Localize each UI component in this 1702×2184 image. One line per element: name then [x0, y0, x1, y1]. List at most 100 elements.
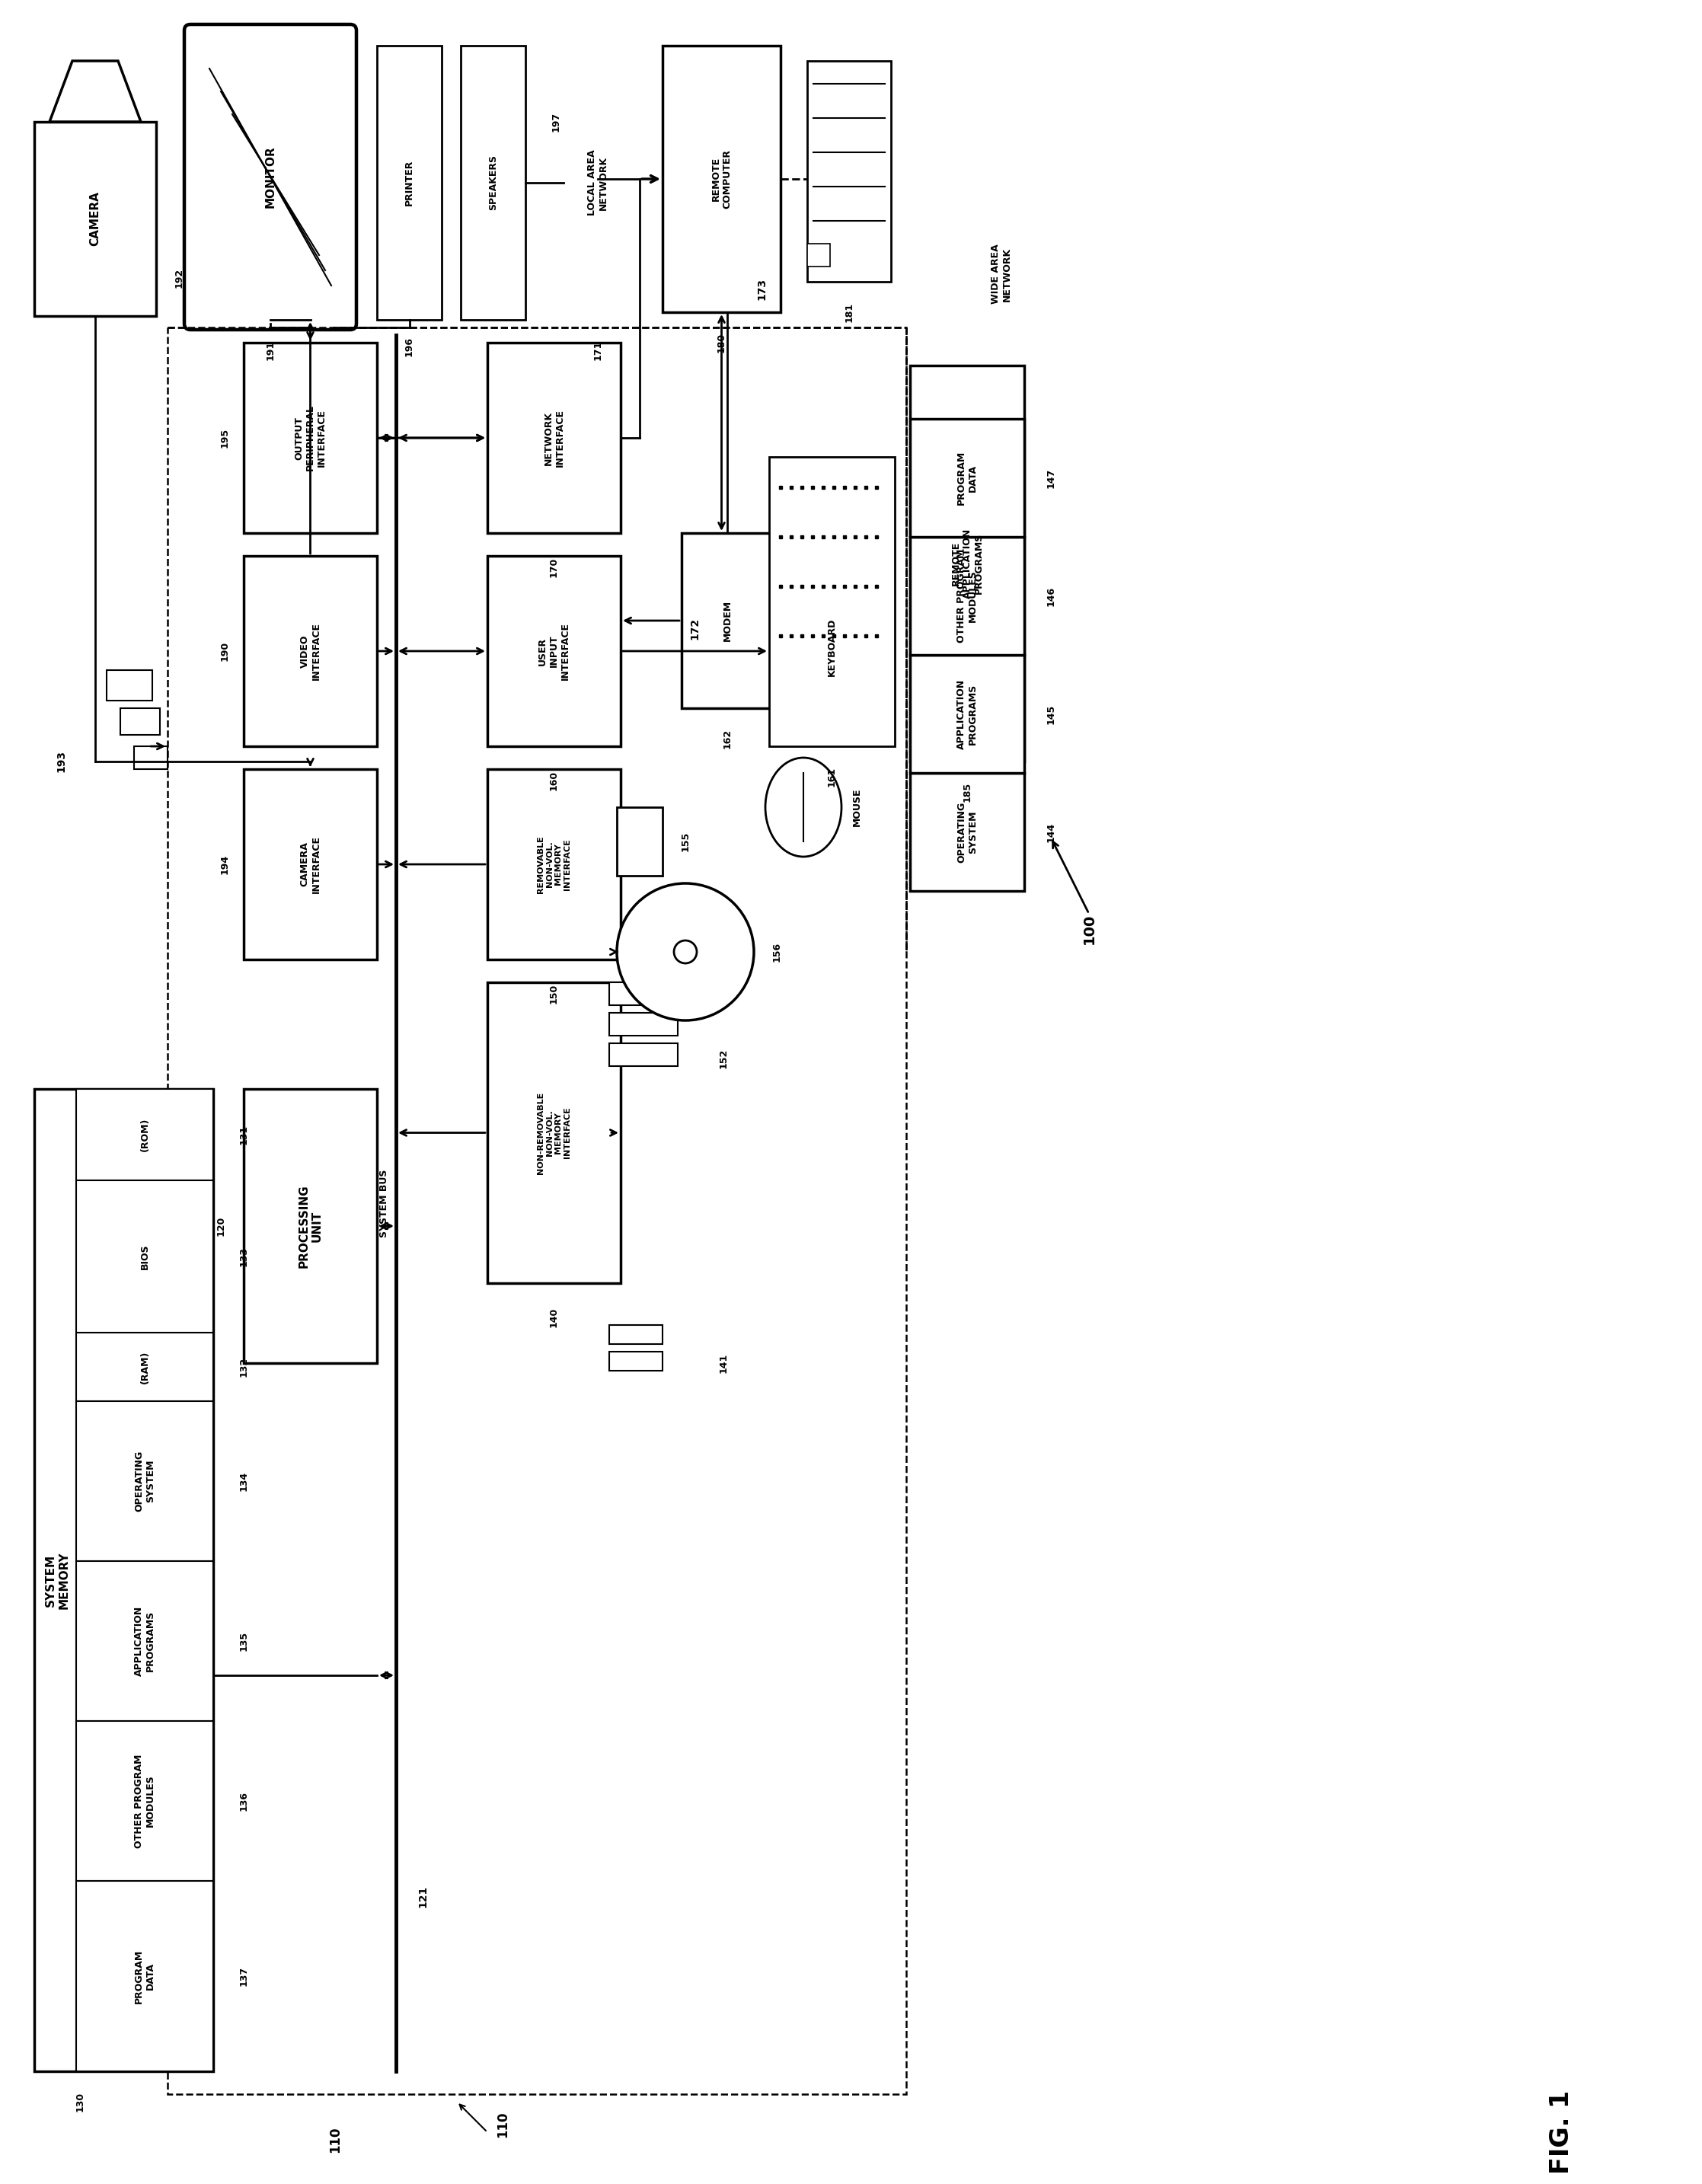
Text: USER
INPUT
INTERFACE: USER INPUT INTERFACE [538, 622, 570, 679]
Text: 133: 133 [238, 1247, 248, 1267]
Text: KEYBOARD: KEYBOARD [827, 618, 837, 677]
Text: OPERATING
SYSTEM: OPERATING SYSTEM [134, 1450, 155, 1511]
Text: MOUSE: MOUSE [851, 788, 861, 826]
Bar [77, 1332, 213, 1402]
Text: (ROM): (ROM) [140, 1118, 150, 1151]
Bar [807, 61, 890, 282]
Bar [769, 456, 895, 747]
Text: 131: 131 [238, 1125, 248, 1144]
Text: 140: 140 [550, 1308, 558, 1328]
Text: 193: 193 [56, 751, 66, 773]
Text: OPERATING
SYSTEM: OPERATING SYSTEM [957, 802, 977, 863]
Bar [609, 1352, 662, 1372]
Bar [243, 769, 376, 959]
Text: CAMERA: CAMERA [90, 192, 100, 247]
Text: 190: 190 [220, 642, 230, 662]
Text: 162: 162 [722, 729, 732, 749]
Text: APPLICATION
PROGRAMS: APPLICATION PROGRAMS [134, 1605, 155, 1675]
Text: 171: 171 [592, 341, 603, 360]
Text: 160: 160 [550, 771, 558, 791]
Text: 144: 144 [1047, 821, 1055, 843]
Text: 130: 130 [75, 2092, 85, 2112]
Text: 181: 181 [844, 301, 854, 323]
Bar [77, 1562, 213, 1721]
Text: REMOTE
APPLICATION
PROGRAMS: REMOTE APPLICATION PROGRAMS [951, 529, 984, 598]
Bar [911, 537, 1025, 655]
Text: 135: 135 [238, 1631, 248, 1651]
Text: 134: 134 [238, 1472, 248, 1492]
FancyBboxPatch shape [184, 24, 356, 330]
Bar [107, 670, 151, 701]
Text: NON-REMOVABLE
NON-VOL.
MEMORY
INTERFACE: NON-REMOVABLE NON-VOL. MEMORY INTERFACE [536, 1092, 572, 1175]
Text: VIDEO
INTERFACE: VIDEO INTERFACE [300, 622, 322, 679]
Text: PROGRAM
DATA: PROGRAM DATA [134, 1948, 155, 2003]
Text: 195: 195 [220, 428, 230, 448]
Text: 194: 194 [220, 854, 230, 874]
Bar [77, 1880, 213, 2070]
Bar [77, 1090, 213, 1179]
Text: PRINTER: PRINTER [405, 159, 414, 205]
Bar [34, 122, 157, 317]
Bar [461, 46, 526, 319]
Bar [34, 1090, 213, 2070]
Text: 170: 170 [550, 557, 558, 577]
Text: 146: 146 [1047, 585, 1055, 605]
Text: BIOS: BIOS [140, 1243, 150, 1269]
Text: 192: 192 [174, 269, 184, 288]
Bar [121, 708, 160, 734]
Bar [487, 557, 621, 747]
Text: 121: 121 [417, 1885, 427, 1907]
Bar [487, 983, 621, 1284]
Text: 137: 137 [238, 1966, 248, 1985]
Text: OUTPUT
PERIPHERAL
INTERFACE: OUTPUT PERIPHERAL INTERFACE [294, 404, 327, 472]
Text: SPEAKERS: SPEAKERS [488, 155, 499, 210]
Bar [911, 655, 1025, 773]
Bar [662, 46, 781, 312]
Bar [243, 1090, 376, 1363]
Bar [77, 1721, 213, 1880]
Bar [911, 365, 1025, 762]
Text: 173: 173 [756, 277, 768, 301]
Text: 191: 191 [266, 341, 276, 360]
Text: OTHER PROGRAM
MODULES: OTHER PROGRAM MODULES [134, 1754, 155, 1848]
Text: REMOVABLE
NON-VOL.
MEMORY
INTERFACE: REMOVABLE NON-VOL. MEMORY INTERFACE [536, 836, 572, 893]
Text: SYSTEM
MEMORY: SYSTEM MEMORY [44, 1551, 70, 1610]
Text: 161: 161 [827, 767, 837, 786]
Bar [487, 343, 621, 533]
Bar [609, 1326, 662, 1343]
Text: WIDE AREA
NETWORK: WIDE AREA NETWORK [991, 245, 1013, 304]
Text: FIG. 1: FIG. 1 [1549, 2090, 1574, 2173]
Text: 110: 110 [495, 2112, 509, 2138]
Bar [77, 1179, 213, 1332]
Bar [134, 747, 167, 769]
Text: 150: 150 [550, 983, 558, 1005]
Bar [681, 533, 773, 708]
Bar [609, 1013, 677, 1035]
Text: OTHER PROGRAM
MODULES: OTHER PROGRAM MODULES [957, 548, 977, 642]
Bar [609, 983, 677, 1005]
Text: 132: 132 [238, 1356, 248, 1376]
Text: REMOTE
COMPUTER: REMOTE COMPUTER [711, 149, 732, 210]
Text: MODEM: MODEM [722, 601, 732, 642]
Text: 147: 147 [1047, 467, 1055, 487]
Text: MONITOR: MONITOR [264, 146, 276, 207]
Text: 152: 152 [718, 1048, 728, 1068]
Text: PROGRAM
DATA: PROGRAM DATA [957, 450, 977, 505]
Text: 120: 120 [216, 1216, 226, 1236]
Text: 100: 100 [1082, 913, 1096, 943]
Text: 156: 156 [771, 941, 781, 961]
Bar [487, 769, 621, 959]
Bar [616, 808, 662, 876]
Text: 185: 185 [962, 782, 972, 802]
Text: 110: 110 [328, 2127, 342, 2153]
Ellipse shape [616, 882, 754, 1020]
Bar [609, 1044, 677, 1066]
Text: 197: 197 [551, 111, 562, 131]
Ellipse shape [674, 941, 696, 963]
Bar [77, 1402, 213, 1562]
Text: PROCESSING
UNIT: PROCESSING UNIT [298, 1184, 323, 1267]
Text: SYSTEM BUS: SYSTEM BUS [380, 1168, 390, 1236]
Bar [911, 773, 1025, 891]
Text: (RAM): (RAM) [140, 1350, 150, 1382]
Bar [376, 46, 443, 319]
